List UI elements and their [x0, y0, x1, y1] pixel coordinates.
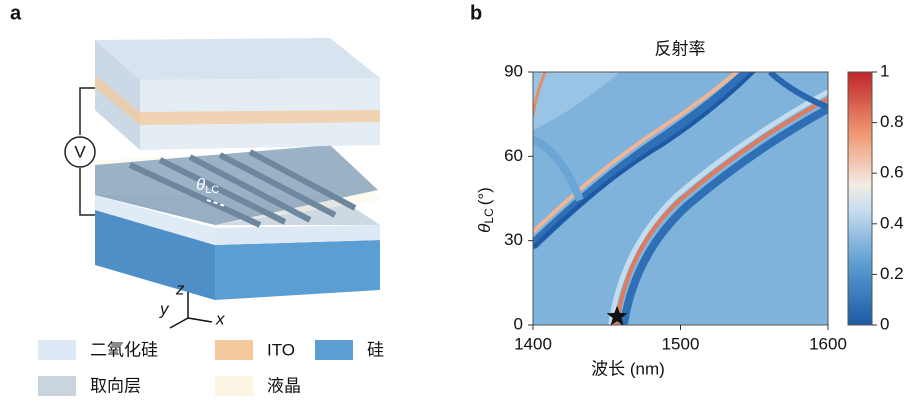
x-tick-label: 1500: [662, 334, 700, 353]
y-tick-label: 0: [514, 314, 523, 333]
axis-z: z: [175, 279, 185, 298]
legend-label: 取向层: [90, 376, 141, 395]
colorbar-tick-label: 0: [880, 314, 889, 333]
y-label-symbol: θ: [475, 223, 494, 233]
panel-label: b: [470, 2, 482, 24]
chart-title: 反射率: [655, 39, 706, 58]
axis-y: y: [159, 299, 170, 318]
colorbar: [847, 71, 873, 326]
x-axis-label: 波长 (nm): [591, 359, 665, 378]
angle-label: θLC: [196, 175, 219, 195]
legend-swatch: [38, 376, 76, 396]
legend-swatch: [215, 376, 253, 396]
colorbar-tick-label: 0.4: [880, 213, 904, 232]
legend-label: 二氧化硅: [90, 340, 158, 359]
panel-label: a: [10, 2, 22, 24]
y-axis-label: θLC (°): [475, 187, 496, 233]
legend-swatch: [38, 340, 76, 360]
y-tick-label: 90: [504, 61, 523, 80]
x-tick-label: 1600: [809, 334, 847, 353]
y-tick-label: 30: [504, 230, 523, 249]
legend-label: ITO: [267, 340, 295, 359]
axis-x: x: [215, 309, 225, 328]
heatmap: [533, 72, 828, 325]
device-diagram: [64, 38, 380, 329]
legend-swatch: [315, 340, 353, 360]
legend-swatch: [215, 340, 253, 360]
colorbar-tick-label: 0.6: [880, 163, 904, 182]
x-tick-label: 1400: [514, 334, 552, 353]
colorbar-tick-label: 0.2: [880, 264, 904, 283]
legend-label: 硅: [367, 340, 384, 359]
colorbar-tick-label: 1: [880, 61, 889, 80]
y-label-unit: (°): [475, 187, 494, 205]
legend-label: 液晶: [267, 376, 301, 395]
y-tick-label: 60: [504, 146, 523, 165]
angle-symbol: θ: [196, 175, 206, 194]
angle-sub: LC: [205, 184, 219, 196]
colorbar-tick-label: 0.8: [880, 112, 904, 131]
voltage-label: V: [74, 142, 86, 161]
y-label-sub: LC: [482, 208, 496, 224]
star-marker: [606, 305, 628, 326]
